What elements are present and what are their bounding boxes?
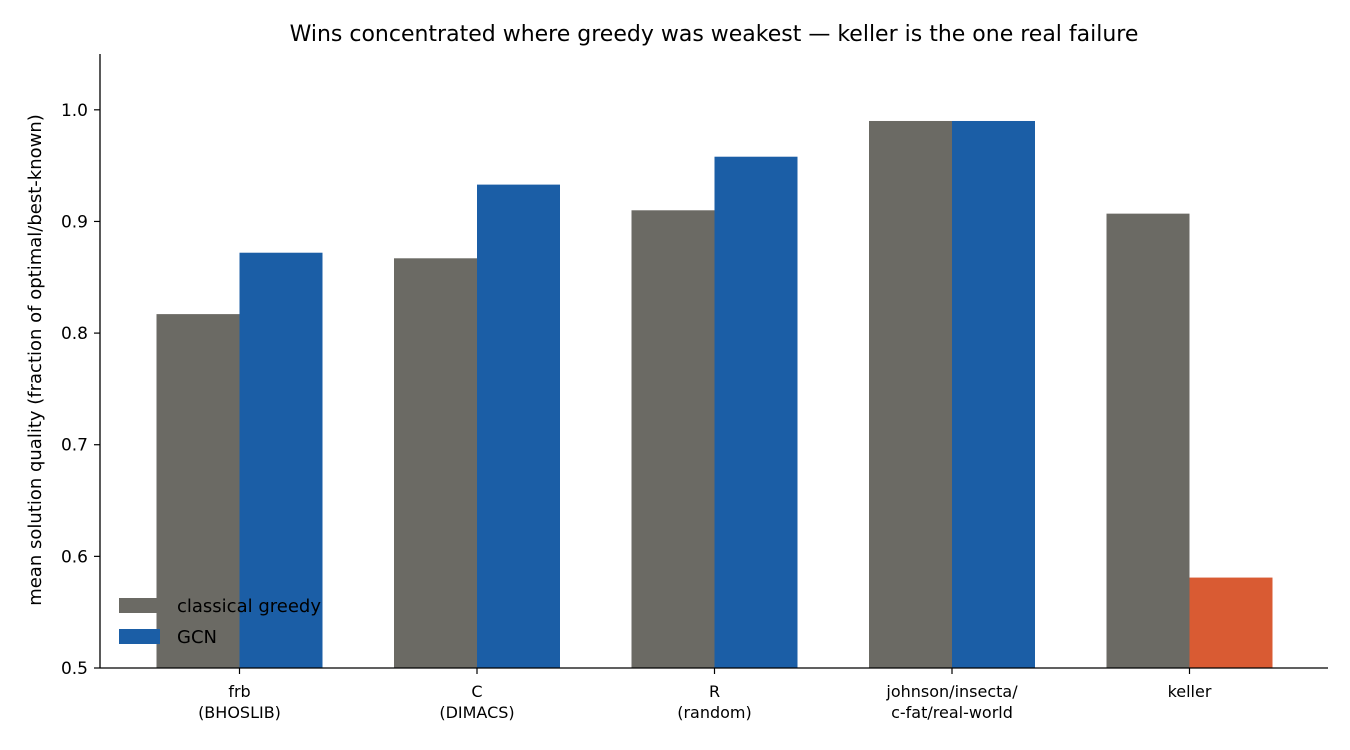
bars-group	[156, 120, 1273, 669]
bar-gcn-0	[239, 252, 323, 669]
y-tick-label: 0.8	[61, 324, 88, 344]
x-tick-label-line: keller	[1168, 682, 1212, 701]
bar-gcn-2	[714, 156, 798, 669]
x-tick-label-line: (DIMACS)	[439, 703, 514, 722]
x-tick-label-line: C	[471, 682, 482, 701]
x-tick-label: R (random)	[677, 682, 752, 722]
legend-swatch-0	[119, 598, 160, 613]
bar-greedy-0	[156, 314, 240, 668]
bar-greedy-4	[1106, 213, 1190, 668]
y-tick-label: 0.6	[61, 547, 88, 567]
x-tick-label: C (DIMACS)	[439, 682, 514, 722]
x-tick-label-line: (random)	[677, 703, 752, 722]
y-tick-label: 1.0	[61, 101, 88, 121]
y-tick-label: 0.5	[61, 659, 88, 679]
bar-greedy-3	[869, 120, 952, 669]
chart-title: Wins concentrated where greedy was weake…	[290, 22, 1139, 47]
x-tick-label: keller	[1168, 682, 1212, 701]
y-tick-label: 0.9	[61, 212, 88, 232]
bar-greedy-1	[394, 258, 477, 668]
bar-gcn-3	[952, 120, 1035, 669]
bar-greedy-2	[631, 210, 715, 669]
y-axis-label: mean solution quality (fraction of optim…	[25, 114, 46, 606]
x-tick-label: johnson/insecta/c-fat/real-world	[885, 682, 1018, 722]
x-tick-label-line: c-fat/real-world	[891, 703, 1013, 722]
bar-gcn-4	[1189, 577, 1273, 668]
y-tick-label: 0.7	[61, 436, 88, 456]
x-tick-label-line: (BHOSLIB)	[198, 703, 281, 722]
x-tick-label: frb (BHOSLIB)	[198, 682, 281, 722]
x-tick-label-line: frb	[228, 682, 250, 701]
bar-gcn-1	[477, 184, 560, 668]
legend: classical greedy GCN	[119, 596, 321, 648]
x-tick-label-line: R	[709, 682, 720, 701]
legend-swatch-1	[119, 629, 160, 644]
y-axis: 0.5 0.6 0.7 0.8 0.9 1.0	[61, 54, 101, 679]
x-axis: frb (BHOSLIB) C (DIMACS) R (random) johnson/in…	[100, 667, 1328, 722]
legend-label-0: classical greedy	[177, 596, 321, 617]
legend-label-1: GCN	[177, 627, 217, 648]
x-tick-label-line: johnson/insecta/	[885, 682, 1018, 701]
